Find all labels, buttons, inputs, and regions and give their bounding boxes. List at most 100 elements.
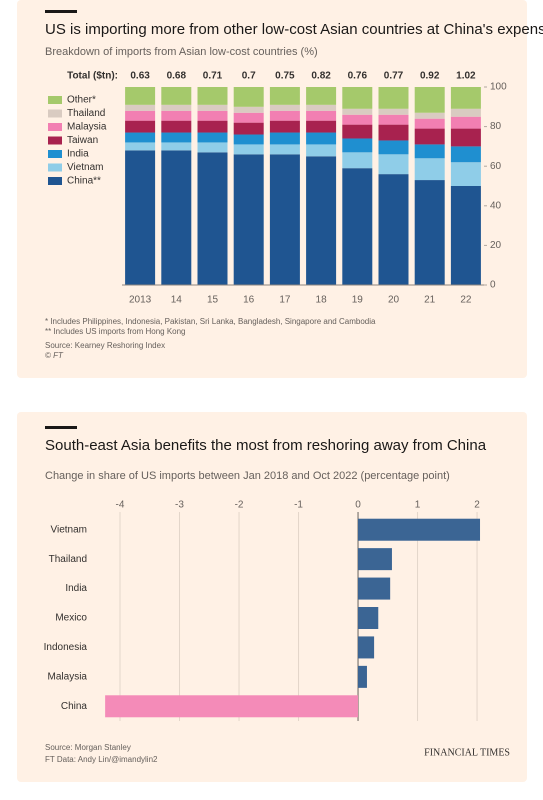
bar-segment xyxy=(269,87,300,105)
y-tick-label: India xyxy=(65,583,87,594)
bar-segment xyxy=(197,104,228,111)
bar-segment xyxy=(378,140,409,155)
bar-segment xyxy=(450,116,481,129)
footnote: ** Includes US imports from Hong Kong xyxy=(45,327,186,336)
bar-segment xyxy=(414,87,445,113)
bar-segment xyxy=(414,180,445,285)
bar-segment xyxy=(233,87,264,107)
legend-swatch xyxy=(48,109,62,118)
card xyxy=(17,412,527,782)
bar-segment xyxy=(450,108,481,117)
x-tick-label: 16 xyxy=(243,295,255,306)
total-label: 0.68 xyxy=(167,71,187,82)
x-tick-label: 17 xyxy=(279,295,291,306)
legend-label: China** xyxy=(67,176,101,187)
bar-segment xyxy=(378,108,409,115)
bar xyxy=(105,695,359,718)
legend-swatch xyxy=(48,177,62,185)
legend-label: Thailand xyxy=(67,108,105,119)
x-tick-label: 2 xyxy=(474,500,480,511)
bar xyxy=(358,607,379,629)
bar-segment xyxy=(269,144,300,155)
chart-title: South-east Asia benefits the most from r… xyxy=(45,437,487,454)
y-tick-label: Mexico xyxy=(55,613,87,624)
bar-segment xyxy=(269,110,300,121)
total-label: 1.02 xyxy=(456,71,476,82)
bar-segment xyxy=(197,110,228,121)
x-tick-label: 0 xyxy=(355,500,361,511)
legend-swatch xyxy=(48,123,62,131)
bar-segment xyxy=(269,154,300,285)
x-tick-label: 21 xyxy=(424,295,436,306)
total-label: 0.7 xyxy=(242,71,256,82)
bar-segment xyxy=(233,154,264,285)
total-label: 0.71 xyxy=(203,71,223,82)
bar-segment xyxy=(233,106,264,113)
bar-segment xyxy=(233,144,264,155)
bar-segment xyxy=(342,168,373,285)
bar-segment xyxy=(125,132,156,143)
y-tick-label: 20 xyxy=(490,240,502,251)
total-label: 0.75 xyxy=(275,71,295,82)
x-tick-label: 18 xyxy=(316,295,328,306)
bar-segment xyxy=(161,150,192,285)
bar-segment xyxy=(269,120,300,133)
bar-segment xyxy=(161,87,192,105)
bar-segment xyxy=(378,87,409,109)
bar-segment xyxy=(233,112,264,123)
bar-segment xyxy=(125,110,156,121)
bar-segment xyxy=(342,114,373,125)
x-tick-label: -4 xyxy=(116,500,125,511)
bar-segment xyxy=(161,110,192,121)
bar-segment xyxy=(342,124,373,139)
x-tick-label: 1 xyxy=(415,500,421,511)
bar-segment xyxy=(306,132,337,145)
y-tick-label: Thailand xyxy=(49,554,87,565)
x-tick-label: 2013 xyxy=(129,295,152,306)
bar xyxy=(358,518,481,541)
bar xyxy=(358,665,367,688)
bar-segment xyxy=(306,87,337,105)
x-tick-label: 15 xyxy=(207,295,219,306)
total-label: 0.76 xyxy=(348,71,368,82)
bar-segment xyxy=(414,128,445,145)
bar-segment xyxy=(342,87,373,109)
bar-segment xyxy=(378,174,409,285)
bar-segment xyxy=(450,186,481,285)
chart-title: US is importing more from other low-cost… xyxy=(45,21,543,38)
bar-segment xyxy=(161,142,192,151)
bar xyxy=(358,577,391,600)
bar-segment xyxy=(306,110,337,121)
bar-segment xyxy=(306,144,337,157)
x-tick-label: -2 xyxy=(235,500,244,511)
bar-segment xyxy=(450,128,481,147)
bar-segment xyxy=(414,144,445,159)
bar-segment xyxy=(414,118,445,129)
bar-segment xyxy=(125,142,156,151)
bar-segment xyxy=(161,120,192,133)
bar xyxy=(358,636,375,659)
legend-swatch xyxy=(48,136,62,145)
source: Source: Kearney Reshoring Index xyxy=(45,341,165,350)
bar-segment xyxy=(197,132,228,143)
legend-swatch xyxy=(48,150,62,158)
bar-segment xyxy=(125,87,156,105)
bar-segment xyxy=(233,134,264,145)
total-label: 0.63 xyxy=(130,71,150,82)
bar-segment xyxy=(414,112,445,119)
x-tick-label: -3 xyxy=(175,500,184,511)
bar-segment xyxy=(450,87,481,109)
title-bar xyxy=(45,426,77,429)
bar-segment xyxy=(161,132,192,143)
bar-segment xyxy=(269,132,300,145)
bar-segment xyxy=(197,142,228,153)
chart-subtitle: Change in share of US imports between Ja… xyxy=(45,470,450,482)
x-tick-label: 20 xyxy=(388,295,400,306)
bar-segment xyxy=(378,114,409,125)
bar-segment xyxy=(161,104,192,111)
legend-label: Malaysia xyxy=(67,122,107,133)
source: Source: Morgan Stanley xyxy=(45,743,131,752)
legend-label: Vietnam xyxy=(67,162,104,173)
y-tick-label: Indonesia xyxy=(44,642,88,653)
y-tick-label: 100 xyxy=(490,82,507,93)
